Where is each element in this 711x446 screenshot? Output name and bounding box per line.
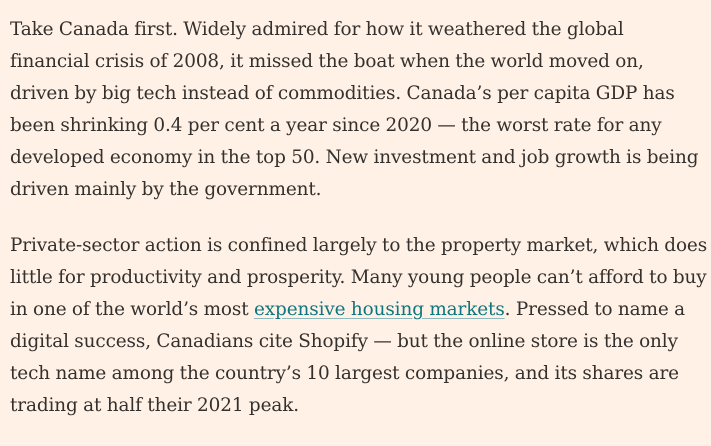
expensive-housing-markets-link[interactable]: expensive housing markets (253, 299, 505, 320)
article-body: Take Canada first. Widely admired for ho… (10, 14, 708, 446)
paragraph-private-sector: Private-sector action is confined largel… (10, 230, 708, 422)
paragraph-text-before-link: Private-sector action is confined largel… (10, 235, 708, 320)
paragraph-canada-gdp: Take Canada first. Widely admired for ho… (10, 19, 699, 200)
